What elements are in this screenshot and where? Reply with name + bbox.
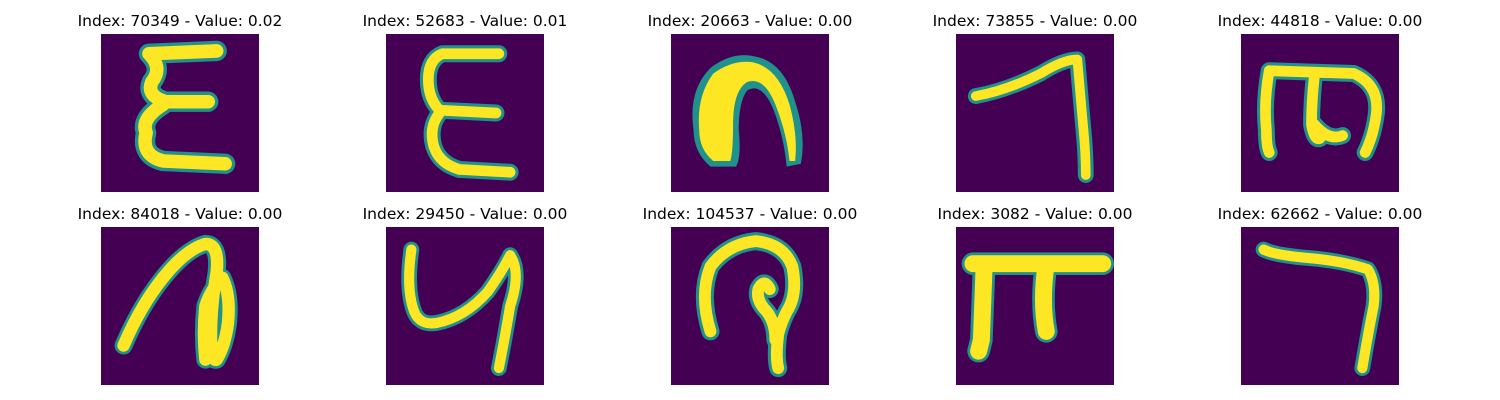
image-panel: Index: 3082 - Value: 0.00 bbox=[905, 205, 1165, 395]
panel-title: Index: 104537 - Value: 0.00 bbox=[642, 205, 858, 223]
digit-image bbox=[386, 34, 544, 192]
panel-title: Index: 3082 - Value: 0.00 bbox=[937, 205, 1133, 223]
panel-title: Index: 20663 - Value: 0.00 bbox=[647, 12, 853, 30]
image-panel: Index: 73855 - Value: 0.00 bbox=[905, 12, 1165, 202]
digit-image bbox=[956, 227, 1114, 385]
digit-image bbox=[101, 34, 259, 192]
digit-image bbox=[1241, 34, 1399, 192]
image-panel: Index: 84018 - Value: 0.00 bbox=[50, 205, 310, 395]
image-panel: Index: 20663 - Value: 0.00 bbox=[620, 12, 880, 202]
panel-title: Index: 29450 - Value: 0.00 bbox=[362, 205, 568, 223]
digit-image bbox=[1241, 227, 1399, 385]
image-panel: Index: 104537 - Value: 0.00 bbox=[620, 205, 880, 395]
digit-image bbox=[386, 227, 544, 385]
digit-image bbox=[956, 34, 1114, 192]
panel-title: Index: 52683 - Value: 0.01 bbox=[362, 12, 568, 30]
image-panel: Index: 62662 - Value: 0.00 bbox=[1190, 205, 1450, 395]
panel-title: Index: 73855 - Value: 0.00 bbox=[932, 12, 1138, 30]
digit-image bbox=[101, 227, 259, 385]
image-panel: Index: 44818 - Value: 0.00 bbox=[1190, 12, 1450, 202]
image-panel: Index: 52683 - Value: 0.01 bbox=[335, 12, 595, 202]
image-panel: Index: 29450 - Value: 0.00 bbox=[335, 205, 595, 395]
panel-title: Index: 44818 - Value: 0.00 bbox=[1217, 12, 1423, 30]
panel-title: Index: 84018 - Value: 0.00 bbox=[77, 205, 283, 223]
panel-title: Index: 70349 - Value: 0.02 bbox=[77, 12, 283, 30]
digit-image bbox=[671, 34, 829, 192]
image-panel: Index: 70349 - Value: 0.02 bbox=[50, 12, 310, 202]
panel-title: Index: 62662 - Value: 0.00 bbox=[1217, 205, 1423, 223]
digit-image bbox=[671, 227, 829, 385]
